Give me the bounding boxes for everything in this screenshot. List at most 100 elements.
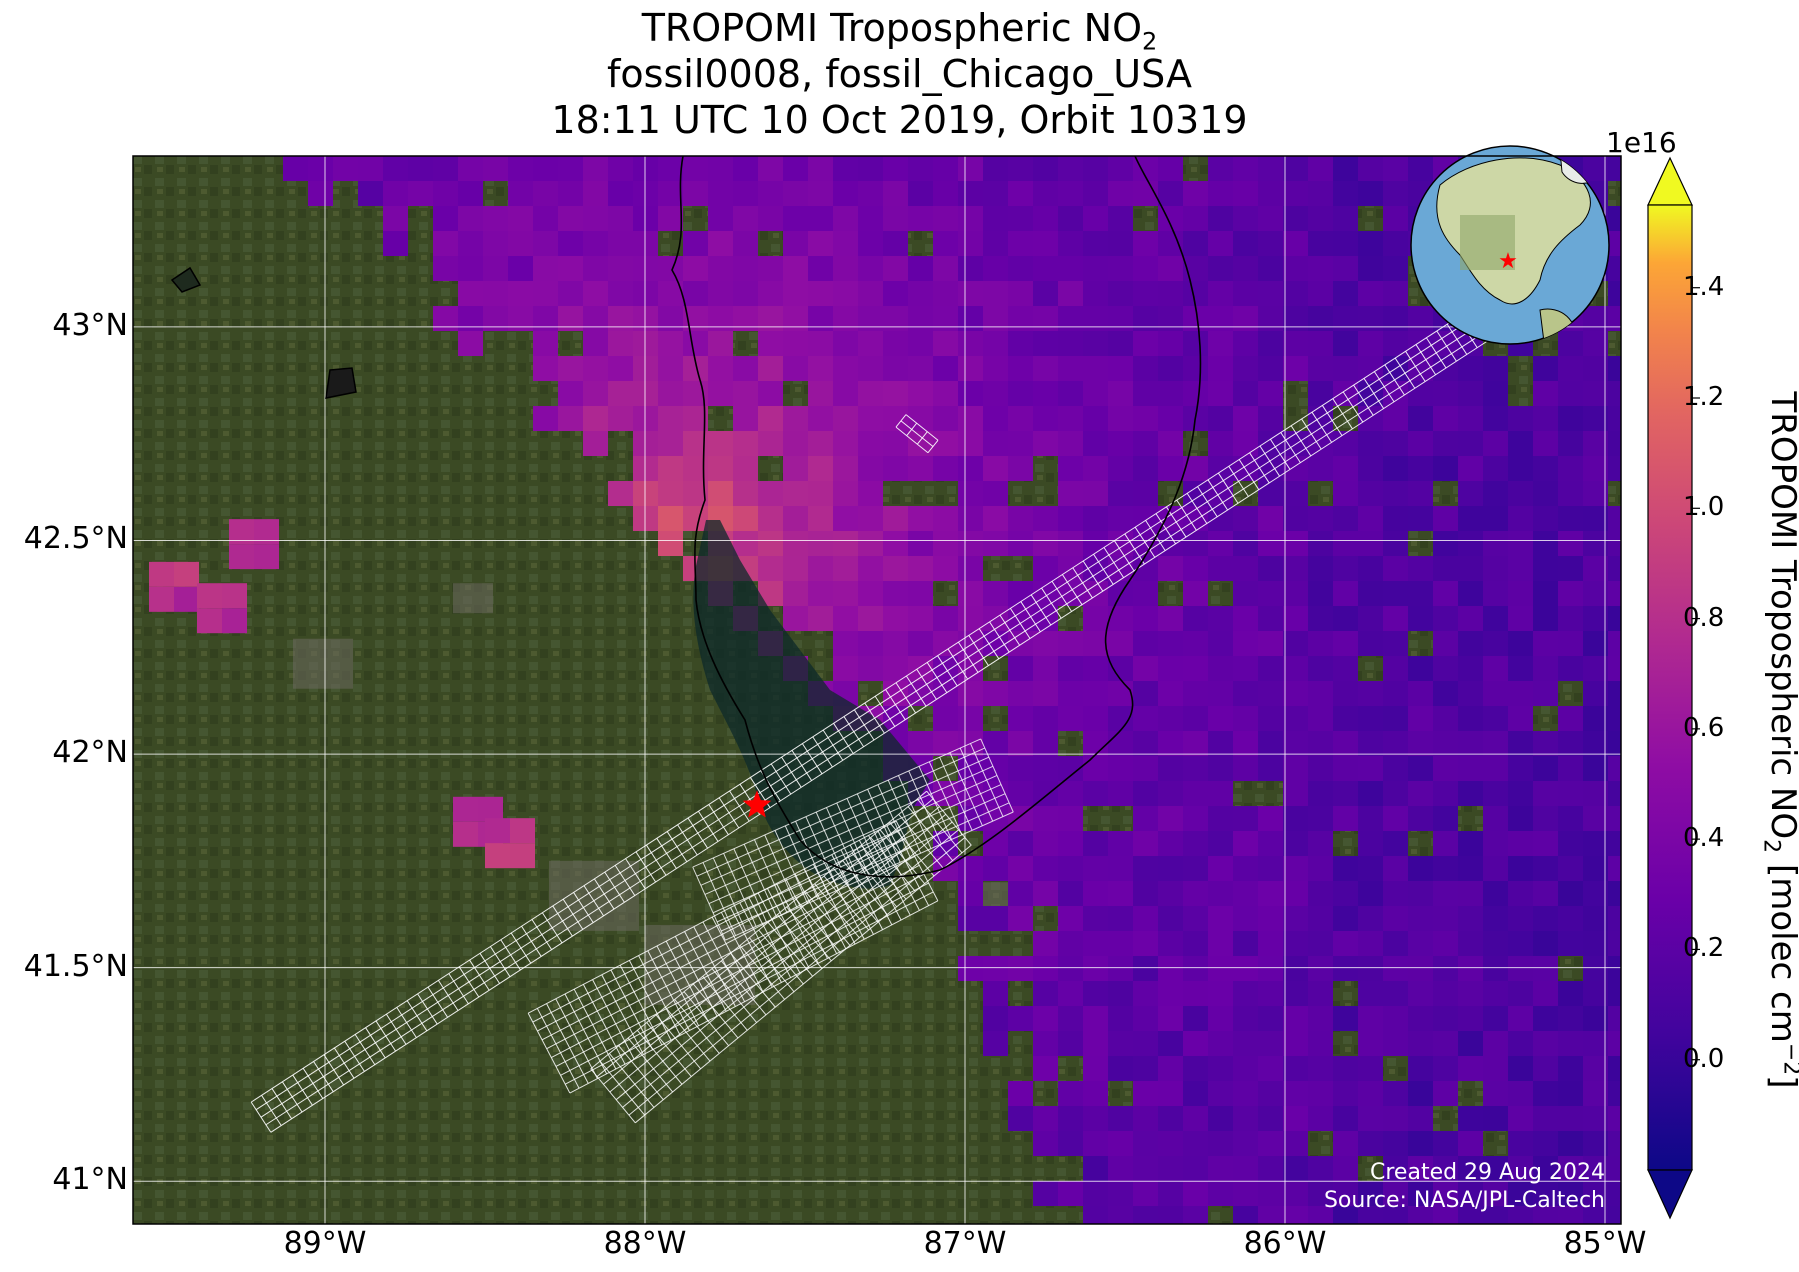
- no2-pixel: [583, 281, 608, 306]
- no2-pixel: [1033, 431, 1058, 456]
- no2-pixel: [1408, 431, 1433, 456]
- no2-pixel: [1108, 1006, 1133, 1031]
- no2-pixel: [1458, 381, 1483, 406]
- no2-pixel: [1308, 581, 1333, 606]
- no2-pixel: [608, 156, 633, 181]
- no2-pixel: [1233, 381, 1258, 406]
- target-grid-line: [323, 1054, 345, 1086]
- no2-pixel: [708, 331, 733, 356]
- no2-pixel: [1608, 256, 1621, 281]
- no2-pixel: [1208, 281, 1233, 306]
- no2-pixel: [608, 356, 633, 381]
- target-grid-line: [646, 1022, 692, 1077]
- no2-pixel: [1533, 1031, 1558, 1056]
- no2-pixel: [1258, 706, 1283, 731]
- target-grid-line: [969, 743, 1004, 817]
- no2-pixel: [1283, 1106, 1308, 1131]
- target-grid-line: [907, 806, 954, 861]
- no2-pixel: [1308, 231, 1333, 256]
- no2-pixel: [833, 581, 858, 606]
- no2-pixel: [1333, 356, 1358, 381]
- colorbar-gradient: [1647, 204, 1693, 1171]
- no2-pixel: [1533, 856, 1558, 881]
- no2-pixel: [958, 481, 983, 506]
- no2-pixel: [1358, 231, 1383, 256]
- no2-pixel: [1308, 681, 1333, 706]
- no2-pixel: [1433, 981, 1458, 1006]
- no2-pixel: [1258, 881, 1283, 906]
- no2-pixel: [958, 181, 983, 206]
- no2-pixel: [1408, 881, 1433, 906]
- no2-pixel: [1233, 1106, 1258, 1131]
- no2-pixel: [1508, 406, 1533, 431]
- no2-pixel: [1458, 1106, 1483, 1131]
- no2-pixel: [1108, 1156, 1133, 1181]
- no2-pixel: [1308, 1206, 1333, 1224]
- no2-pixel: [1558, 881, 1583, 906]
- no2-pixel: [1133, 631, 1158, 656]
- no2-pixel: [1433, 656, 1458, 681]
- no2-pixel: [1008, 356, 1033, 381]
- no2-pixel: [1008, 856, 1033, 881]
- no2-pixel: [1383, 331, 1408, 356]
- no2-pixel: [1408, 1081, 1433, 1106]
- no2-pixel: [1058, 181, 1083, 206]
- no2-pixel: [808, 356, 833, 381]
- target-grid-line: [743, 843, 778, 918]
- no2-pixel: [1283, 1081, 1308, 1106]
- no2-pixel: [1358, 556, 1383, 581]
- no2-pixel: [1183, 356, 1208, 381]
- colorbar-title-end: ]: [1763, 1075, 1799, 1088]
- no2-pixel: [658, 356, 683, 381]
- target-grid-line: [842, 860, 888, 915]
- no2-pixel: [458, 231, 483, 256]
- no2-pixel: [758, 381, 783, 406]
- no2-pixel: [1108, 156, 1133, 181]
- target-grid-line: [1155, 513, 1177, 545]
- no2-pixel: [1383, 1206, 1408, 1224]
- no2-pixel: [1508, 1106, 1533, 1131]
- no2-pixel: [1608, 731, 1621, 756]
- no2-pixel: [1608, 156, 1621, 181]
- target-grid-line: [870, 837, 916, 892]
- target-grid-line: [536, 1008, 580, 1089]
- no2-pixel: [783, 231, 808, 256]
- no2-pixel: [1008, 631, 1033, 656]
- no2-pixel: [1408, 731, 1433, 756]
- no2-pixel: [1583, 1056, 1608, 1081]
- no2-pixel: [1083, 681, 1108, 706]
- no2-pixel: [1033, 931, 1058, 956]
- no2-pixel: [1133, 981, 1158, 1006]
- no2-pixel: [1358, 531, 1383, 556]
- no2-pixel: [1558, 731, 1583, 756]
- no2-pixel: [858, 481, 883, 506]
- target-grid-line: [573, 988, 617, 1070]
- no2-pixel: [1133, 481, 1158, 506]
- target-grid-line: [864, 702, 885, 734]
- no2-pixel: [1083, 1156, 1108, 1181]
- no2-pixel: [1183, 981, 1208, 1006]
- no2-pixel: [1458, 931, 1483, 956]
- target-grid-line: [521, 925, 542, 957]
- target-grid-line: [840, 849, 884, 930]
- no2-pixel: [908, 731, 933, 756]
- no2-pixel: [983, 531, 1008, 556]
- no2-pixel: [1608, 756, 1621, 781]
- no2-pixel: [1458, 1131, 1483, 1156]
- no2-pixel: [1333, 706, 1358, 731]
- no2-pixel: [1333, 906, 1358, 931]
- no2-pixel: [1283, 1006, 1308, 1031]
- no2-pixel: [1583, 581, 1608, 606]
- target-grid-line: [527, 1013, 571, 1094]
- no2-pixel: [1233, 1081, 1258, 1106]
- no2-pixel: [833, 406, 858, 431]
- no2-pixel: [1483, 831, 1508, 856]
- no2-pixel: [1283, 156, 1308, 181]
- no2-pixel: [1133, 1056, 1158, 1081]
- colorbar-title-subscript: 2: [1758, 839, 1784, 854]
- no2-pixel: [1483, 631, 1508, 656]
- no2-pixel: [1058, 1106, 1083, 1131]
- no2-pixel: [1408, 556, 1433, 581]
- no2-pixel: [933, 231, 958, 256]
- no2-pixel: [1333, 431, 1358, 456]
